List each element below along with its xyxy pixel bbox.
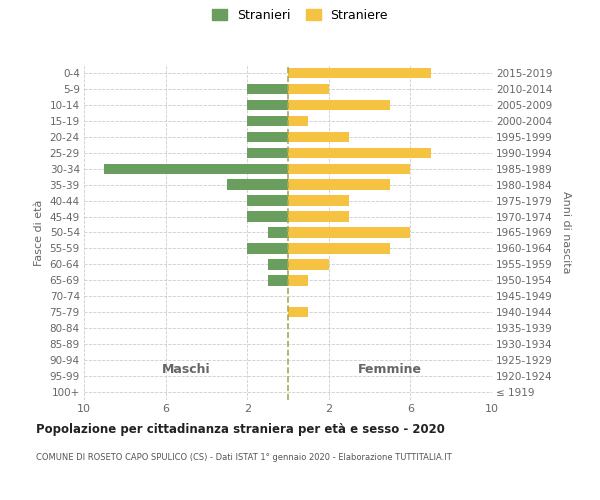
Bar xyxy=(288,307,308,318)
Bar xyxy=(288,180,390,190)
Bar xyxy=(288,116,308,126)
Bar xyxy=(268,275,288,285)
Bar xyxy=(268,228,288,237)
Bar xyxy=(227,180,288,190)
Legend: Stranieri, Straniere: Stranieri, Straniere xyxy=(209,6,391,24)
Bar xyxy=(288,148,431,158)
Text: Maschi: Maschi xyxy=(161,363,211,376)
Bar xyxy=(288,244,390,254)
Bar xyxy=(247,132,288,142)
Y-axis label: Fasce di età: Fasce di età xyxy=(34,200,44,266)
Bar xyxy=(247,148,288,158)
Bar xyxy=(288,164,410,174)
Bar xyxy=(268,259,288,270)
Bar xyxy=(288,84,329,94)
Bar xyxy=(288,196,349,206)
Bar xyxy=(104,164,288,174)
Bar xyxy=(288,275,308,285)
Bar xyxy=(288,212,349,222)
Bar xyxy=(247,196,288,206)
Text: COMUNE DI ROSETO CAPO SPULICO (CS) - Dati ISTAT 1° gennaio 2020 - Elaborazione T: COMUNE DI ROSETO CAPO SPULICO (CS) - Dat… xyxy=(36,452,452,462)
Bar xyxy=(288,100,390,110)
Bar xyxy=(288,132,349,142)
Bar xyxy=(288,68,431,78)
Y-axis label: Anni di nascita: Anni di nascita xyxy=(561,191,571,274)
Text: Popolazione per cittadinanza straniera per età e sesso - 2020: Popolazione per cittadinanza straniera p… xyxy=(36,422,445,436)
Bar xyxy=(247,100,288,110)
Bar xyxy=(247,116,288,126)
Text: Femmine: Femmine xyxy=(358,363,422,376)
Bar xyxy=(288,228,410,237)
Bar xyxy=(288,259,329,270)
Bar xyxy=(247,212,288,222)
Bar xyxy=(247,244,288,254)
Bar xyxy=(247,84,288,94)
